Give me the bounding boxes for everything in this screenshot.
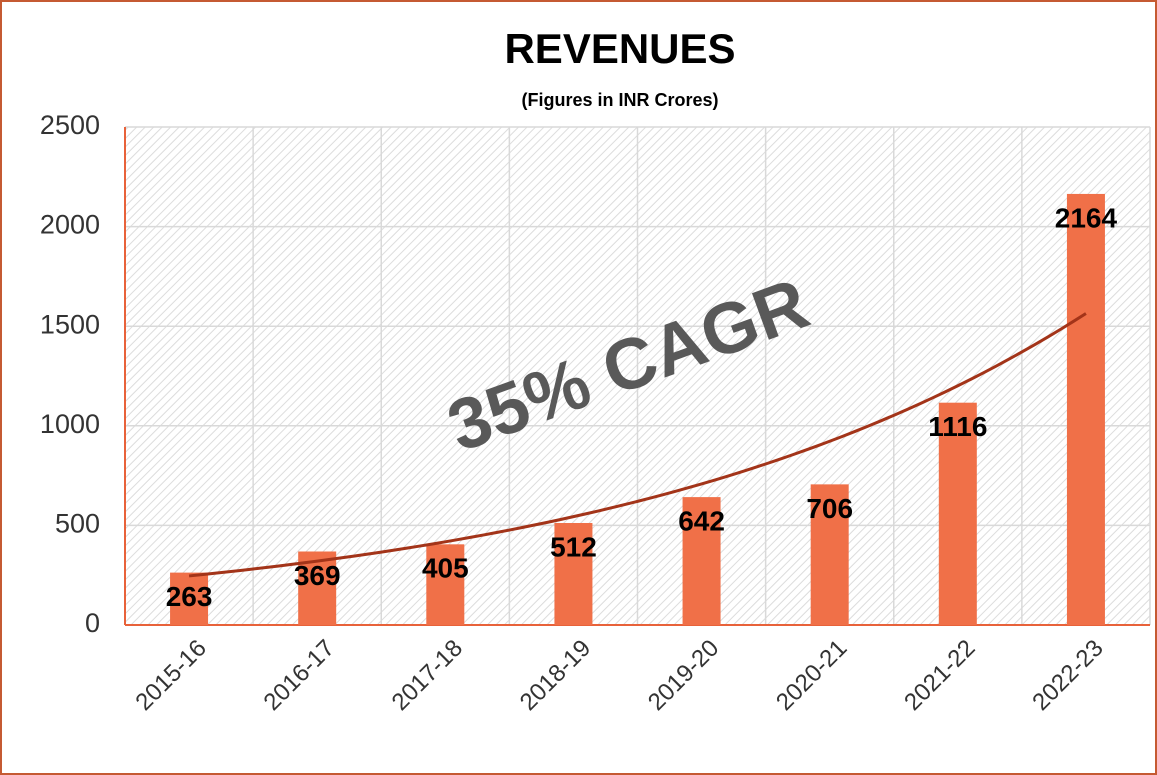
bar [170, 572, 209, 625]
trendline [188, 312, 1087, 578]
y-tick-label: 0 [85, 608, 100, 638]
data-label: 706 [806, 493, 853, 524]
y-tick-label: 1000 [40, 409, 100, 439]
data-label: 512 [550, 531, 597, 562]
chart-subtitle: (Figures in INR Crores) [521, 90, 718, 110]
data-label: 1116 [928, 411, 987, 442]
bar [1066, 193, 1105, 625]
y-tick-label: 500 [55, 509, 100, 539]
data-label: 263 [166, 581, 213, 612]
y-tick-label: 1500 [40, 309, 100, 339]
chart-title: REVENUES [504, 25, 735, 72]
y-tick-label: 2000 [40, 210, 100, 240]
bar [426, 544, 465, 625]
data-label: 369 [294, 560, 341, 591]
bar [938, 402, 977, 625]
bar [810, 484, 849, 625]
y-tick-label: 2500 [40, 110, 100, 140]
bar [682, 497, 721, 625]
data-label: 405 [422, 553, 469, 584]
bar [554, 523, 593, 625]
data-label: 642 [678, 506, 725, 537]
data-label: 2164 [1055, 202, 1118, 233]
